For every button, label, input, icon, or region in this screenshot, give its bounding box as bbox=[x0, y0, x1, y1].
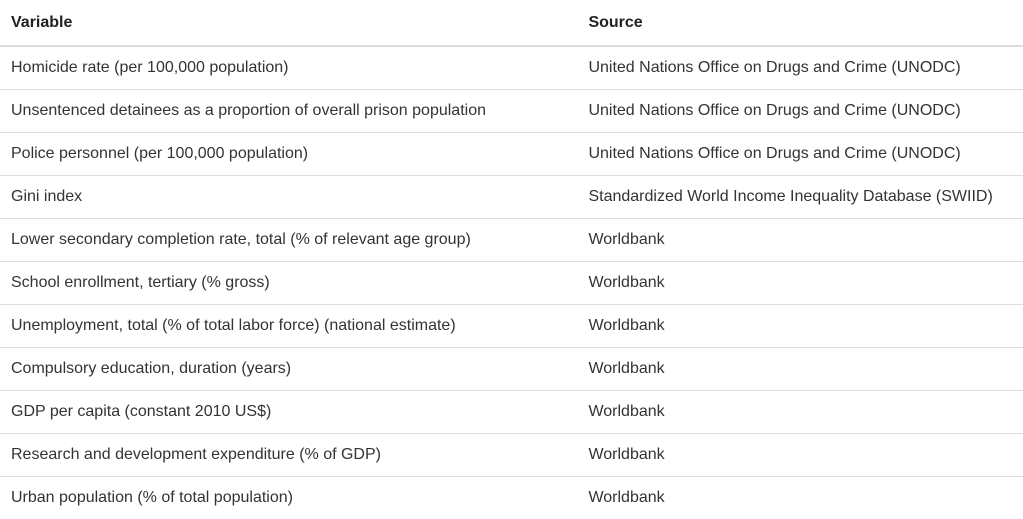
header-source: Source bbox=[577, 0, 1023, 46]
variable-cell: School enrollment, tertiary (% gross) bbox=[0, 262, 577, 305]
table-row: School enrollment, tertiary (% gross) Wo… bbox=[0, 262, 1023, 305]
table-row: Gini index Standardized World Income Ine… bbox=[0, 176, 1023, 219]
table-row: Unemployment, total (% of total labor fo… bbox=[0, 305, 1023, 348]
source-cell: United Nations Office on Drugs and Crime… bbox=[577, 90, 1023, 133]
source-cell: Worldbank bbox=[577, 348, 1023, 391]
source-cell: United Nations Office on Drugs and Crime… bbox=[577, 46, 1023, 90]
variable-cell: Compulsory education, duration (years) bbox=[0, 348, 577, 391]
source-cell: Worldbank bbox=[577, 434, 1023, 477]
source-cell: Standardized World Income Inequality Dat… bbox=[577, 176, 1023, 219]
table-row: Homicide rate (per 100,000 population) U… bbox=[0, 46, 1023, 90]
variable-cell: Unsentenced detainees as a proportion of… bbox=[0, 90, 577, 133]
variable-cell: Research and development expenditure (% … bbox=[0, 434, 577, 477]
variable-cell: GDP per capita (constant 2010 US$) bbox=[0, 391, 577, 434]
variable-cell: Unemployment, total (% of total labor fo… bbox=[0, 305, 577, 348]
table-header-row: Variable Source bbox=[0, 0, 1023, 46]
variable-cell: Gini index bbox=[0, 176, 577, 219]
header-variable: Variable bbox=[0, 0, 577, 46]
variable-cell: Lower secondary completion rate, total (… bbox=[0, 219, 577, 262]
table-row: Compulsory education, duration (years) W… bbox=[0, 348, 1023, 391]
source-cell: Worldbank bbox=[577, 391, 1023, 434]
table-row: Unsentenced detainees as a proportion of… bbox=[0, 90, 1023, 133]
source-cell: Worldbank bbox=[577, 262, 1023, 305]
table-row: Police personnel (per 100,000 population… bbox=[0, 133, 1023, 176]
source-cell: Worldbank bbox=[577, 305, 1023, 348]
variable-cell: Police personnel (per 100,000 population… bbox=[0, 133, 577, 176]
table-row: Research and development expenditure (% … bbox=[0, 434, 1023, 477]
table-row: Lower secondary completion rate, total (… bbox=[0, 219, 1023, 262]
source-cell: United Nations Office on Drugs and Crime… bbox=[577, 133, 1023, 176]
source-cell: Worldbank bbox=[577, 219, 1023, 262]
table-row: GDP per capita (constant 2010 US$) World… bbox=[0, 391, 1023, 434]
variable-cell: Homicide rate (per 100,000 population) bbox=[0, 46, 577, 90]
